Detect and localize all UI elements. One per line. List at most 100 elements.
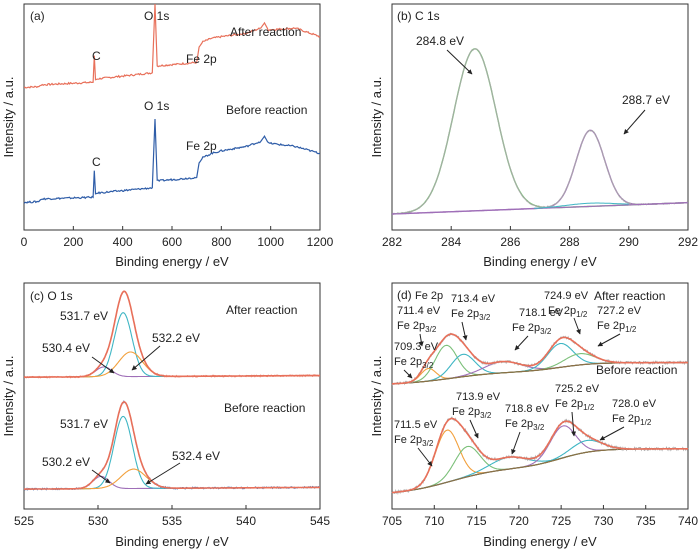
x-tick-label: 525 [14, 514, 34, 528]
x-tick-label: 286 [500, 235, 520, 249]
panel-d-a5-value: 724.9 eV [544, 290, 589, 302]
panel-d-a4-value: 718.1 eV [519, 307, 564, 319]
o1s-component-before-3 [24, 468, 320, 490]
c1s-fit-peak-1 [392, 48, 688, 215]
panel-c-a-main: 531.7 eV [60, 309, 108, 323]
orbital-subscript: 1/2 [640, 418, 652, 427]
x-tick-label: 600 [162, 235, 182, 249]
orbital-subscript: 1/2 [576, 310, 588, 319]
x-tick-label: 400 [113, 235, 133, 249]
panel-d-b3-line: Fe 2p3/2 [505, 418, 545, 432]
panel-a-title: (a) [30, 9, 45, 23]
panel-c-arrow-b-low [91, 469, 111, 484]
panel-c-before-label: Before reaction [224, 401, 305, 415]
fe-label: Fe 2p [512, 322, 540, 334]
fe-label: Fe 2p [505, 418, 533, 430]
panel-d-b1-line: Fe 2p3/2 [394, 434, 434, 448]
x-tick-label: 0 [21, 235, 28, 249]
panel-d-a2-line: Fe 2p3/2 [451, 308, 491, 322]
series-after-reaction [23, 3, 321, 89]
panel-d-fe2p-main: Fe 2p [415, 290, 443, 302]
panel-c-xlabel: Binding energy / eV [115, 534, 229, 549]
panel-d-b2-value: 713.9 eV [456, 391, 501, 403]
panel-d-a3-value: 709.3 eV [394, 341, 439, 353]
panel-c-ylabel: Intensity / a.u. [1, 356, 16, 437]
o1s-envelope-before [24, 401, 320, 490]
series-before-reaction [23, 118, 321, 204]
panel-b-xlabel: Binding energy / eV [483, 254, 597, 269]
panel-d-arrow-b4 [571, 411, 577, 437]
panel-c-after-label: After reaction [226, 303, 297, 317]
x-tick-label: 730 [593, 514, 613, 528]
panel-a-o-before: O 1s [144, 99, 169, 113]
panel-a-c-before: C [92, 155, 101, 169]
panel-d-b5-line: Fe 2p1/2 [612, 413, 652, 427]
panel-d-a1-value: 711.4 eV [397, 305, 441, 317]
fe-label: Fe 2p [555, 398, 583, 410]
x-tick-label: 535 [162, 514, 182, 528]
orbital-subscript: 3/2 [540, 327, 552, 336]
fe-label: Fe 2p [394, 434, 422, 446]
panel-d-b2-line: Fe 2p3/2 [452, 406, 492, 420]
fe-label: Fe 2p [397, 320, 425, 332]
x-tick-label: 290 [619, 235, 639, 249]
fe-label: Fe 2p [394, 356, 422, 368]
x-tick-label: 740 [678, 514, 698, 528]
orbital-subscript: 3/2 [533, 423, 545, 432]
x-tick-label: 720 [509, 514, 529, 528]
panel-d-b1-value: 711.5 eV [394, 419, 438, 431]
panel-d-arrow-b5 [599, 426, 625, 441]
panel-c-title: (c) O 1s [30, 289, 73, 303]
panel-d-a2-value: 713.4 eV [451, 293, 496, 305]
panel-c-a-high: 532.2 eV [152, 331, 200, 345]
panel-d-frame [391, 282, 689, 510]
panel-d-before-label: Before reaction [596, 363, 677, 377]
panel-b-arrow2 [623, 109, 646, 135]
c1s-minor-component [534, 202, 629, 209]
panel-d-a6-value: 727.2 eV [597, 305, 642, 317]
panel-c-arrow-a-low [91, 356, 115, 374]
panel-d-arrow-a3 [403, 369, 413, 379]
x-tick-label: 540 [236, 514, 256, 528]
x-tick-label: 715 [467, 514, 487, 528]
x-tick-label: 705 [382, 514, 402, 528]
orbital-subscript: 1/2 [625, 325, 637, 334]
panel-d-arrow-b1 [417, 447, 433, 467]
c1s-raw-spectrum [391, 48, 689, 215]
o1s-envelope-after [24, 290, 320, 378]
ticks-layer: 0 200 400 600 800 1000 1200 282 284 286 288 290 292 5… [14, 226, 698, 528]
x-tick-label: 735 [636, 514, 656, 528]
panel-c-a-low: 530.4 eV [42, 341, 90, 355]
panel-d-after-label: After reaction [594, 289, 665, 303]
x-tick-label: 200 [63, 235, 83, 249]
panel-d-arrow-a6 [597, 333, 621, 347]
panel-d-a1-line: Fe 2p3/2 [397, 320, 437, 334]
panel-d-ylabel: Intensity / a.u. [369, 356, 384, 437]
fe-label: Fe 2p [612, 413, 640, 425]
panel-c-arrow-a-high [131, 345, 161, 371]
fe-label: Fe 2p [548, 305, 576, 317]
panel-d-b4-line: Fe 2p1/2 [555, 398, 595, 412]
panel-a-c-after: C [92, 49, 101, 63]
x-tick-label: 284 [441, 235, 461, 249]
panel-d-a5-line: Fe 2p1/2 [548, 305, 588, 319]
panel-b-arrow1 [446, 49, 473, 75]
orbital-subscript: 3/2 [479, 313, 491, 322]
panel-c-arrow-b-high [145, 462, 181, 485]
fe2p-envelope-after [392, 333, 688, 385]
x-tick-label: 710 [424, 514, 444, 528]
panel-d-a6-line: Fe 2p1/2 [597, 320, 637, 334]
panel-a-after-label: After reaction [230, 25, 301, 39]
orbital-subscript: 3/2 [422, 439, 434, 448]
panel-d-b4-value: 725.2 eV [555, 383, 600, 395]
fe2p-envelope-before [392, 417, 688, 494]
panel-d-a4-line: Fe 2p3/2 [512, 322, 552, 336]
panel-c-b-high: 532.4 eV [172, 449, 220, 463]
panel-a-fe-before: Fe 2p [186, 139, 217, 153]
x-tick-label: 288 [560, 235, 580, 249]
orbital-subscript: 1/2 [583, 403, 595, 412]
panel-d-a3-line: Fe 2p3/2 [394, 356, 434, 370]
fe2p-component-before-4 [392, 425, 688, 494]
panel-b-ylabel: Intensity / a.u. [369, 77, 384, 158]
x-tick-label: 545 [310, 514, 330, 528]
